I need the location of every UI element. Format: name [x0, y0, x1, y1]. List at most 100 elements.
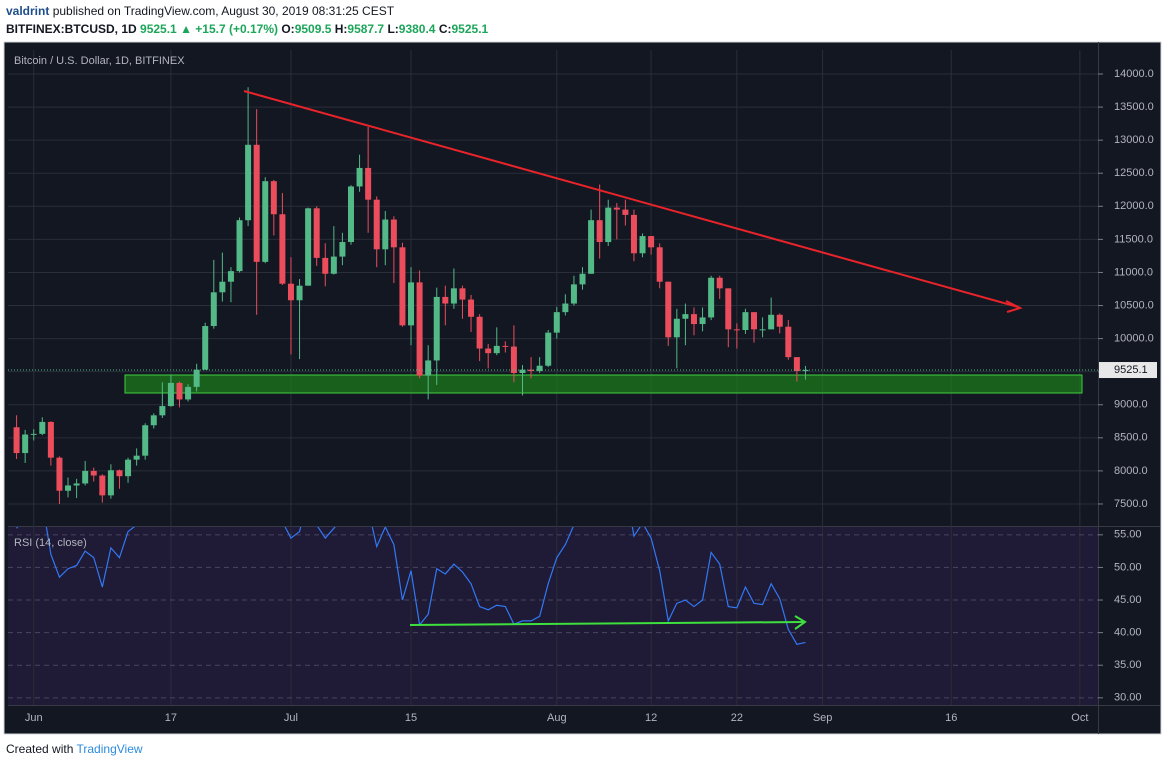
y-tick-label: 8000.0 [1114, 465, 1148, 477]
last-price-label: 9525.1 [1114, 364, 1148, 376]
y-tick-label: 30.00 [1114, 692, 1142, 704]
candle-body [313, 208, 320, 258]
x-tick-label: Oct [1071, 712, 1088, 724]
publish-line: valdrint published on TradingView.com, A… [6, 4, 394, 18]
x-tick-label: Aug [547, 712, 567, 724]
candle-body [510, 346, 517, 373]
candle-body [408, 282, 415, 326]
candle-body [459, 288, 466, 300]
candle-body [493, 345, 500, 354]
candle-body [725, 288, 732, 330]
candle-body [356, 167, 363, 187]
candle-body [30, 433, 37, 435]
candle-body [733, 329, 740, 331]
marks [8, 87, 1098, 646]
candle-body [116, 470, 123, 477]
candle-body [262, 181, 269, 262]
ohlc-value: 9380.4 [398, 22, 436, 36]
candle-body [287, 283, 294, 301]
candle-body [270, 181, 277, 215]
candle-body [65, 485, 72, 491]
chart: Bitcoin / U.S. Dollar, 1D, BITFINEX RSI … [3, 41, 1162, 735]
candle-body [73, 483, 80, 486]
x-tick-label: 17 [165, 712, 177, 724]
candle-body [716, 277, 723, 289]
x-tick-label: 16 [945, 712, 957, 724]
candle-body [785, 326, 792, 358]
candle-body [613, 207, 620, 210]
rsi-title: RSI (14, close) [14, 537, 87, 549]
y-tick-label: 11000.0 [1114, 266, 1153, 278]
divergence-line [409, 621, 804, 626]
candle-body [425, 360, 432, 376]
candle-body [39, 421, 46, 434]
candle-body [588, 220, 595, 274]
candle-body [699, 317, 706, 325]
candle-body [768, 314, 775, 330]
candle-body [150, 415, 157, 426]
candle-body [442, 296, 449, 304]
candle-body [373, 199, 380, 250]
candle-body [416, 282, 423, 376]
candle-body [253, 144, 260, 262]
x-tick-label: 22 [731, 712, 743, 724]
candle-body [22, 434, 29, 454]
candle-body [245, 144, 252, 221]
symbol-line: BITFINEX:BTCUSD, 1D 9525.1 ▲ +15.7 (+0.1… [6, 22, 488, 36]
ohlc-value: 9587.7 [347, 22, 385, 36]
candle-body [682, 314, 689, 319]
x-tick-label: Jul [284, 712, 298, 724]
y-tick-label: 55.00 [1114, 529, 1142, 541]
candle-body [648, 236, 655, 248]
candle-body [630, 214, 637, 254]
candle-body [673, 318, 680, 338]
candle-body [776, 314, 783, 327]
candle-body [536, 365, 543, 372]
footer: Created with TradingView [6, 742, 143, 756]
candle-body [13, 427, 20, 454]
candle-body [185, 386, 192, 400]
candle-body [159, 406, 166, 416]
candle-body [639, 236, 646, 254]
rsi-pane [8, 527, 1098, 705]
y-tick-label: 50.00 [1114, 561, 1142, 573]
candle-body [399, 247, 406, 326]
candle-body [210, 292, 217, 327]
candle-body [562, 303, 569, 313]
candle-body [690, 314, 697, 325]
price-change: ▲ +15.7 (+0.17%) [180, 22, 278, 36]
candle-body [553, 312, 560, 333]
y-tick-label: 9000.0 [1114, 399, 1148, 411]
author[interactable]: valdrint [6, 4, 50, 18]
candle-body [347, 186, 354, 243]
brand[interactable]: TradingView [76, 742, 143, 756]
ohlc-value: 9525.1 [451, 22, 489, 36]
y-tick-label: 40.00 [1114, 627, 1142, 639]
ohlc-label: O: [281, 22, 295, 36]
last-price-tag [1099, 362, 1157, 379]
trend-line [243, 90, 1019, 308]
y-tick-label: 45.00 [1114, 594, 1142, 606]
candle-body [296, 285, 303, 301]
candle-body [142, 425, 149, 456]
y-tick-label: 8500.0 [1114, 432, 1148, 444]
candle-body [708, 277, 715, 318]
candle-body [133, 455, 140, 460]
candle-body [125, 459, 132, 477]
publish-info: published on TradingView.com, August 30,… [52, 4, 395, 18]
candle-body [759, 329, 766, 331]
candle-body [622, 209, 629, 215]
created-with: Created with [6, 742, 74, 756]
trend-arrow-head [1005, 300, 1023, 313]
candle-body [802, 370, 809, 372]
candle-body [545, 332, 552, 366]
candle-body [219, 281, 226, 293]
y-tick-label: 14000.0 [1114, 68, 1154, 80]
y-tick-label: 13000.0 [1114, 134, 1154, 146]
x-tick-label: 12 [645, 712, 657, 724]
support-zone [124, 374, 1083, 394]
candle-body [193, 369, 200, 387]
candle-body [433, 296, 440, 361]
candle-body [176, 382, 183, 400]
